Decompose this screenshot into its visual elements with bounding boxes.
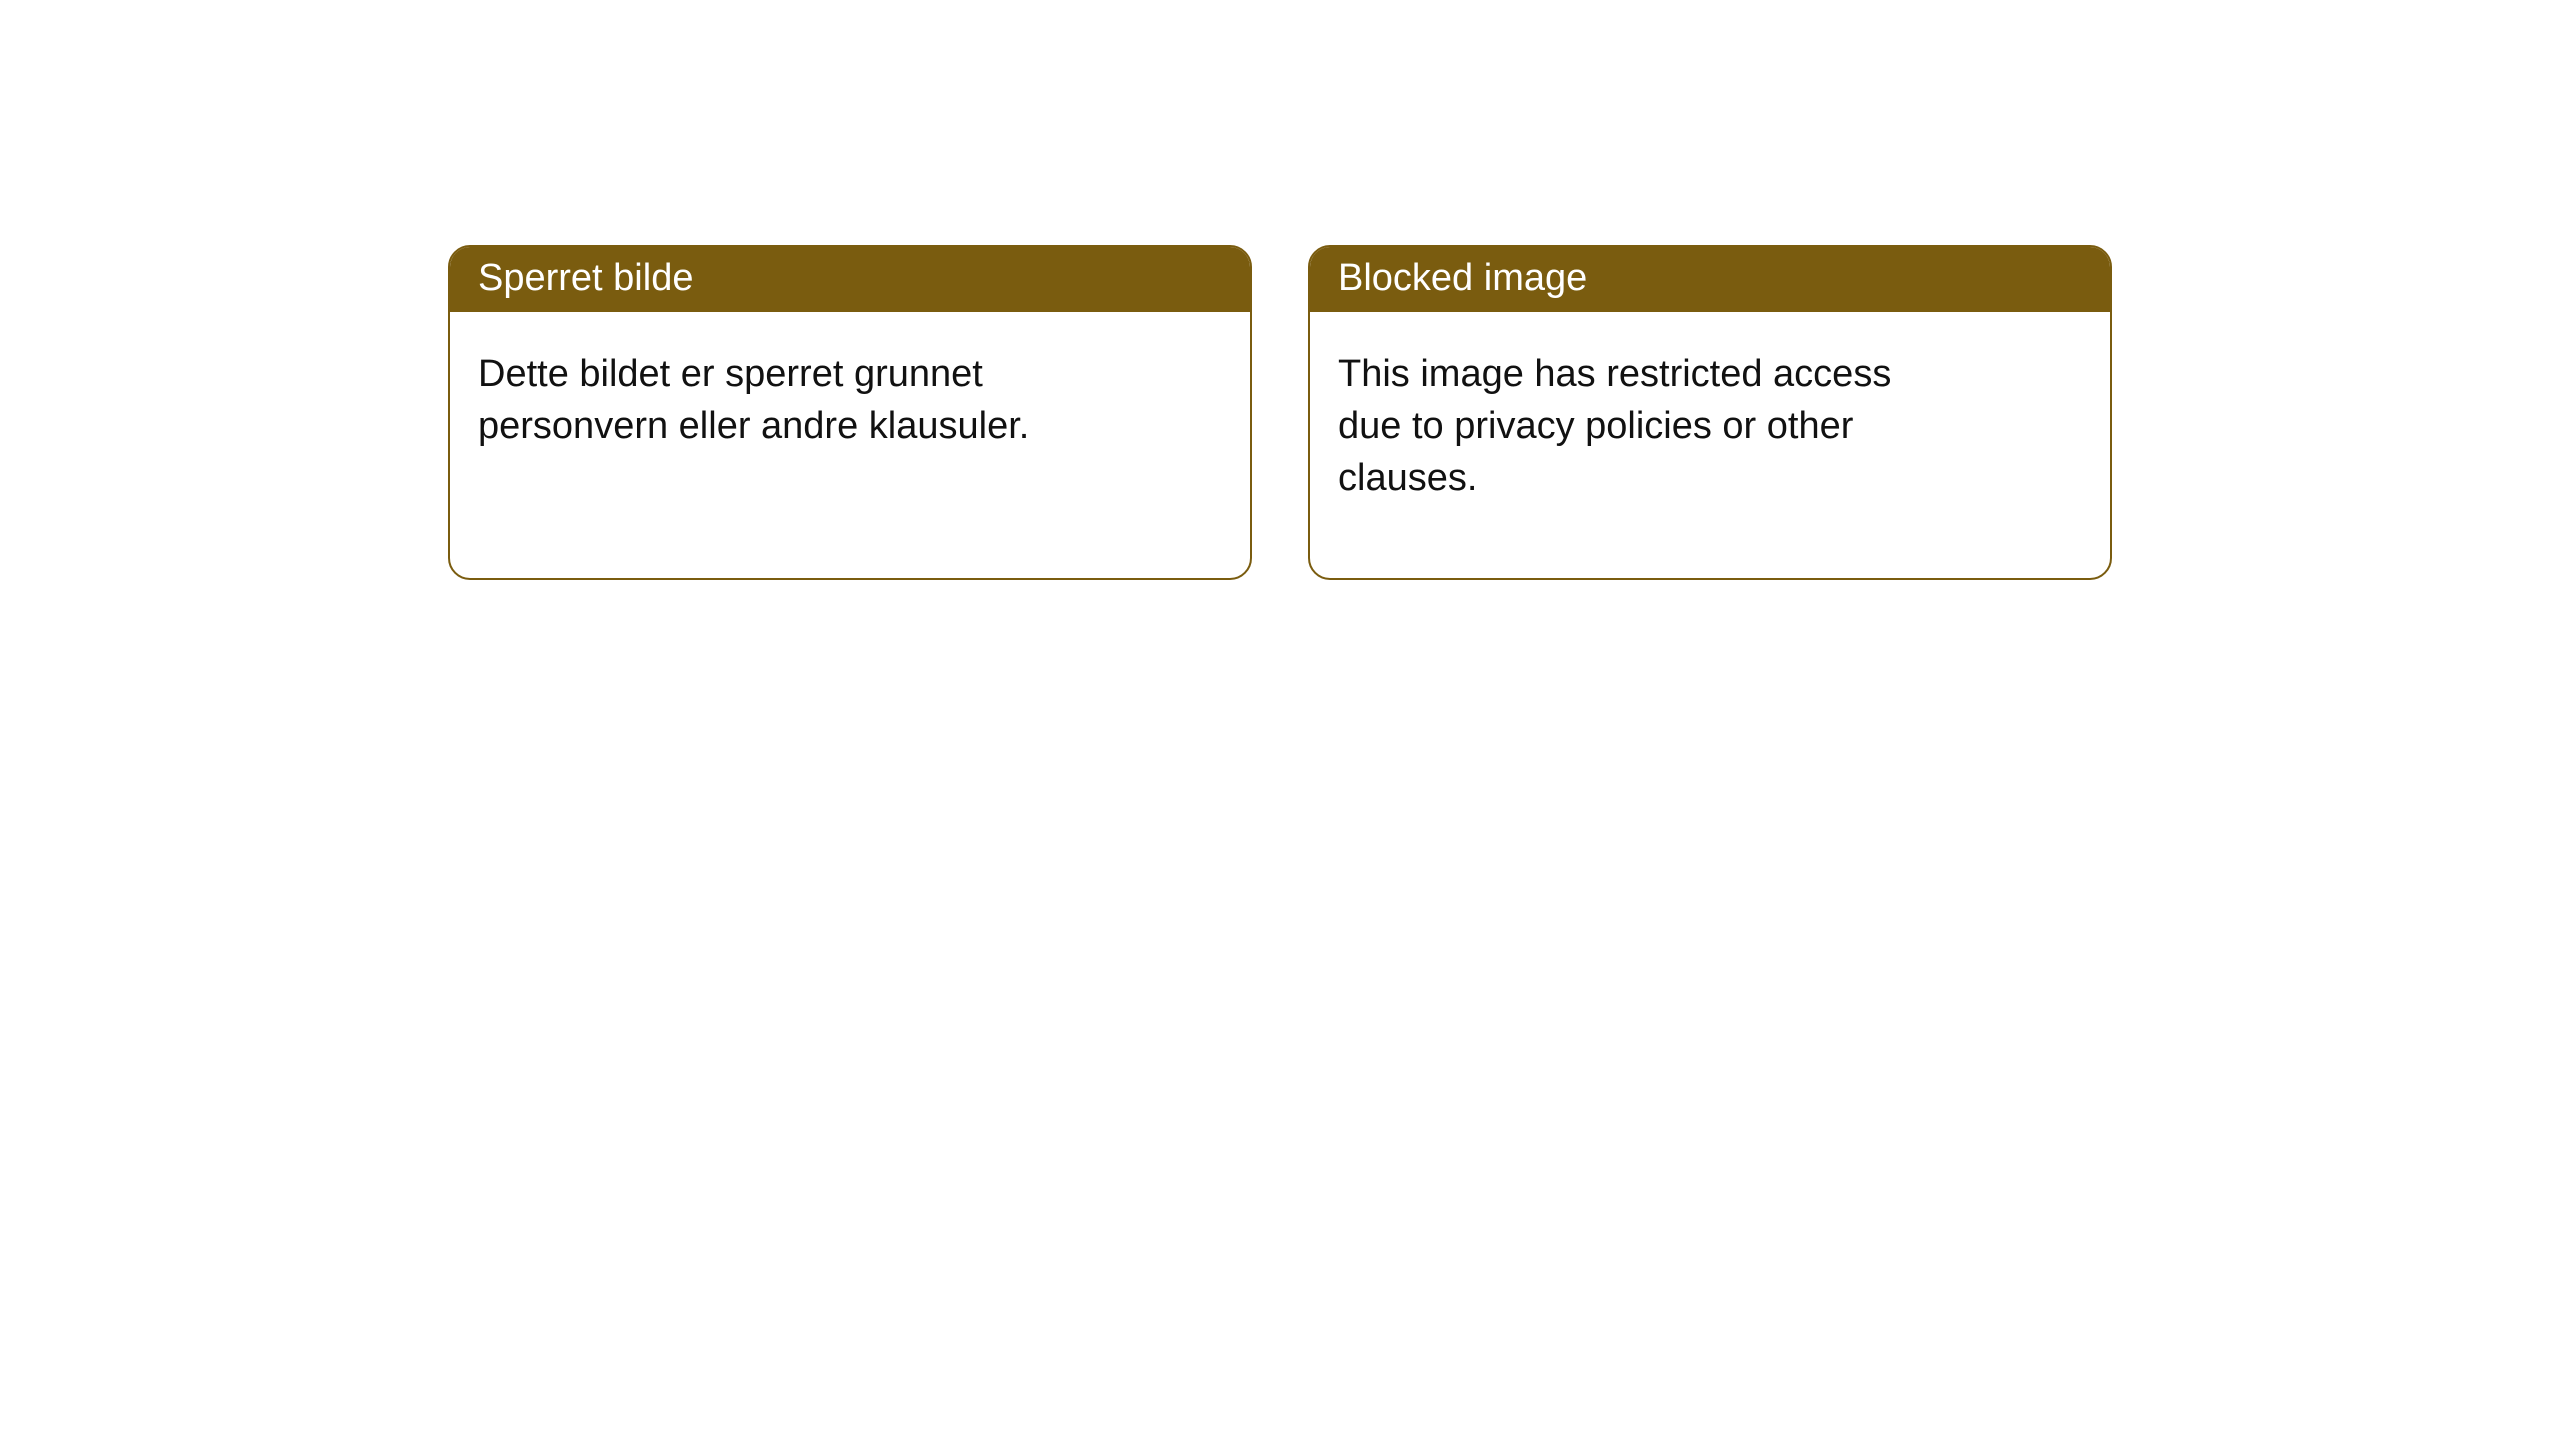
notice-card-en: Blocked image This image has restricted …: [1308, 245, 2112, 580]
notice-card-no: Sperret bilde Dette bildet er sperret gr…: [448, 245, 1252, 580]
notice-body-no: Dette bildet er sperret grunnet personve…: [450, 312, 1130, 481]
notice-header-en: Blocked image: [1310, 247, 2110, 312]
notice-container: Sperret bilde Dette bildet er sperret gr…: [0, 0, 2560, 580]
notice-header-no: Sperret bilde: [450, 247, 1250, 312]
notice-body-en: This image has restricted access due to …: [1310, 312, 1990, 533]
